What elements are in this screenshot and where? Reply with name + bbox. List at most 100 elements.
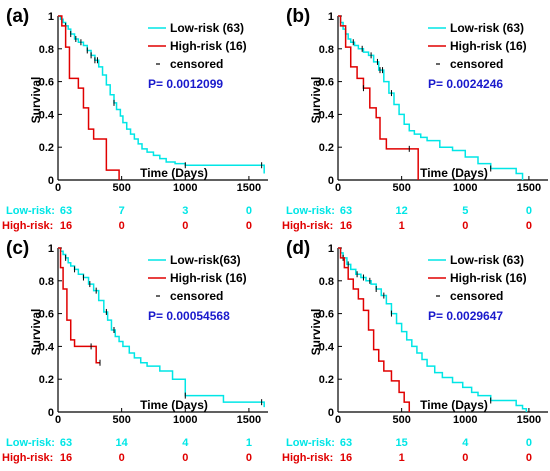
x-tick-label: 0 bbox=[55, 414, 61, 426]
x-axis-title: Time (Days) bbox=[140, 398, 208, 412]
legend-low-risk: Low-risk(63) bbox=[170, 253, 241, 267]
risk-count-high: 16 bbox=[60, 220, 72, 232]
risk-count-high: 1 bbox=[399, 220, 405, 232]
y-tick-label: 0 bbox=[328, 175, 334, 187]
y-tick-label: 0.4 bbox=[319, 341, 335, 353]
risk-count-low: 3 bbox=[182, 205, 188, 217]
x-tick-label: 0 bbox=[55, 182, 61, 194]
risk-count-low: 63 bbox=[340, 205, 352, 217]
panel-label: (b) bbox=[286, 6, 310, 27]
legend-censored: censored bbox=[450, 289, 503, 303]
x-tick-label: 1500 bbox=[517, 414, 541, 426]
y-axis-title: Survival bbox=[309, 309, 323, 356]
legend-censored: censored bbox=[170, 289, 223, 303]
risk-count-high: 16 bbox=[340, 452, 352, 464]
risk-count-high: 0 bbox=[526, 452, 532, 464]
y-axis-title: Survival bbox=[29, 309, 43, 356]
x-tick-label: 500 bbox=[112, 182, 130, 194]
risk-count-low: 14 bbox=[116, 437, 129, 449]
high-risk-curve bbox=[338, 247, 411, 412]
x-tick-label: 1000 bbox=[173, 414, 197, 426]
risk-count-low: 63 bbox=[340, 437, 352, 449]
legend-high-risk: High-risk (16) bbox=[170, 39, 247, 53]
risk-label-low: Low-risk: bbox=[286, 437, 335, 449]
x-tick-label: 500 bbox=[112, 414, 130, 426]
y-tick-label: 0.4 bbox=[319, 109, 335, 121]
y-tick-label: 0.8 bbox=[319, 44, 334, 56]
x-tick-label: 0 bbox=[335, 414, 341, 426]
y-tick-label: 1 bbox=[48, 11, 54, 23]
x-tick-label: 0 bbox=[335, 182, 341, 194]
high-risk-curve bbox=[338, 15, 419, 180]
risk-label-low: Low-risk: bbox=[286, 205, 335, 217]
low-risk-curve bbox=[58, 15, 265, 174]
legend-censored: censored bbox=[170, 57, 223, 71]
x-tick-label: 1000 bbox=[453, 182, 477, 194]
x-tick-label: 1500 bbox=[237, 182, 261, 194]
legend-censored: censored bbox=[450, 57, 503, 71]
risk-count-low: 63 bbox=[60, 205, 72, 217]
x-axis-title: Time (Days) bbox=[420, 398, 488, 412]
y-axis-title: Survival bbox=[309, 77, 323, 124]
y-tick-label: 0.6 bbox=[39, 309, 54, 321]
x-tick-label: 1500 bbox=[517, 182, 541, 194]
y-tick-label: 0 bbox=[48, 407, 54, 419]
y-tick-label: 0.6 bbox=[39, 77, 54, 89]
y-tick-label: 0.4 bbox=[39, 341, 55, 353]
risk-count-high: 0 bbox=[119, 452, 125, 464]
p-value: P= 0.0012099 bbox=[148, 77, 223, 91]
panel-label: (a) bbox=[6, 6, 29, 27]
y-tick-label: 0 bbox=[48, 175, 54, 187]
risk-count-high: 0 bbox=[182, 452, 188, 464]
y-tick-label: 0 bbox=[328, 407, 334, 419]
low-risk-curve bbox=[338, 247, 528, 412]
risk-label-low: Low-risk: bbox=[6, 205, 55, 217]
risk-count-low: 0 bbox=[526, 437, 532, 449]
x-tick-label: 1000 bbox=[453, 414, 477, 426]
y-tick-label: 0.4 bbox=[39, 109, 55, 121]
risk-count-high: 0 bbox=[246, 220, 252, 232]
risk-count-high: 0 bbox=[462, 220, 468, 232]
y-tick-label: 0.2 bbox=[319, 142, 334, 154]
panel-label: (c) bbox=[6, 238, 29, 259]
risk-count-low: 7 bbox=[119, 205, 125, 217]
x-tick-label: 500 bbox=[392, 414, 410, 426]
y-tick-label: 0.8 bbox=[39, 276, 54, 288]
panel-2: (c) 0 0.2 0.4 0.6 0.8 1 0 500 1000 1500 Time (Days)… bbox=[2, 238, 268, 464]
high-risk-curve bbox=[58, 247, 100, 364]
y-tick-label: 0.6 bbox=[319, 309, 334, 321]
x-axis-title: Time (Days) bbox=[140, 166, 208, 180]
risk-count-high: 0 bbox=[526, 220, 532, 232]
low-risk-curve bbox=[338, 15, 524, 180]
p-value: P= 0.0024246 bbox=[428, 77, 503, 91]
y-tick-label: 1 bbox=[328, 243, 334, 255]
y-tick-label: 0.2 bbox=[39, 374, 54, 386]
risk-label-high: High-risk: bbox=[2, 452, 53, 464]
risk-count-low: 4 bbox=[462, 437, 469, 449]
risk-count-high: 0 bbox=[246, 452, 252, 464]
risk-count-high: 0 bbox=[462, 452, 468, 464]
x-axis-title: Time (Days) bbox=[420, 166, 488, 180]
y-tick-label: 0.2 bbox=[39, 142, 54, 154]
risk-count-low: 15 bbox=[396, 437, 408, 449]
y-tick-label: 0.6 bbox=[319, 77, 334, 89]
risk-count-high: 0 bbox=[119, 220, 125, 232]
legend-low-risk: Low-risk (63) bbox=[450, 21, 524, 35]
panel-0: (a) 0 0.2 0.4 0.6 0.8 1 0 500 1000 1500 Time (Days)… bbox=[2, 6, 268, 232]
risk-label-low: Low-risk: bbox=[6, 437, 55, 449]
risk-count-high: 16 bbox=[60, 452, 72, 464]
risk-label-high: High-risk: bbox=[2, 220, 53, 232]
risk-label-high: High-risk: bbox=[282, 452, 333, 464]
low-risk-curve bbox=[58, 247, 265, 408]
legend-low-risk: Low-risk (63) bbox=[170, 21, 244, 35]
risk-label-high: High-risk: bbox=[282, 220, 333, 232]
x-tick-label: 1500 bbox=[237, 414, 261, 426]
risk-count-high: 16 bbox=[340, 220, 352, 232]
y-tick-label: 0.8 bbox=[319, 276, 334, 288]
legend-high-risk: High-risk (16) bbox=[170, 271, 247, 285]
risk-count-low: 1 bbox=[246, 437, 252, 449]
legend-high-risk: High-risk (16) bbox=[450, 39, 527, 53]
